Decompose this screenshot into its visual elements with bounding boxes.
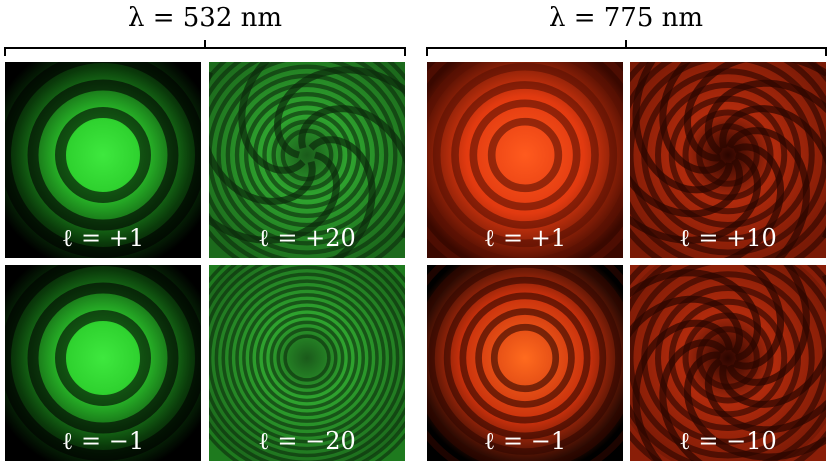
spiral-arm [308,136,376,258]
spiral-arm [726,265,810,386]
fringe [27,282,179,434]
fringe [269,320,345,396]
fringe [276,327,338,389]
fringe [5,265,201,461]
fringe [262,313,352,403]
spiral-arm [630,158,744,218]
pattern [5,62,201,258]
fringe [234,82,380,228]
pattern [427,62,623,258]
fringe [432,62,618,248]
pattern [209,265,405,461]
group-header-2: λ = 775 nm [426,3,827,56]
mode-label: ℓ = −1 [62,427,144,455]
fringe [487,117,563,193]
spiral-arm [632,319,733,461]
fringe [27,79,179,231]
fringe [242,293,372,423]
fringe [221,272,393,444]
spiral-arm [630,269,761,362]
mode-label: ℓ = −10 [679,427,777,455]
spiral-arm [732,265,784,370]
fringe [209,265,405,458]
spiral-arm [630,151,761,244]
fringe [228,279,386,437]
beam-image: ℓ = −20 [209,265,405,461]
glow [209,265,405,461]
mode-label: ℓ = −1 [484,427,566,455]
fringe [428,265,622,455]
spiral-arm [632,62,733,194]
fringe [5,62,201,258]
group-title: λ = 775 nm [549,3,703,33]
spiral-arm [726,127,810,258]
beam-image: ℓ = −1 [427,265,623,461]
spiral-arm [209,71,316,205]
spiral-arm [719,274,826,408]
fringe [459,292,591,424]
spiral-arm [659,62,727,174]
mode-label: ℓ = +10 [679,224,777,252]
beam-image: ℓ = +10 [630,62,826,258]
spiral-arm [298,105,405,239]
spiral-arm [630,295,744,355]
spiral-arm [683,62,826,162]
glow [427,265,623,461]
fringe [55,107,151,203]
beam-image: ℓ = +1 [5,62,201,258]
spiral-arm [704,79,826,156]
fringe [451,81,599,229]
bracket [426,40,827,56]
fringe [214,265,400,451]
fringe [490,323,560,393]
beam-image: ℓ = −10 [630,265,826,461]
bracket [4,40,406,56]
spiral-arm [274,66,405,159]
group-header-1: λ = 532 nm [4,3,406,56]
fringe [216,64,398,246]
beam-image: ℓ = +1 [427,62,623,258]
spiral-arm [683,351,826,461]
mode-label: ℓ = −20 [258,427,356,455]
spiral-arm [704,357,826,434]
spiral-arm [659,339,727,461]
pattern [209,62,405,258]
spiral-arm [238,62,306,174]
fringe [249,300,365,416]
fringe [55,310,151,406]
mode-label: ℓ = +1 [62,224,144,252]
group-title: λ = 532 nm [128,3,282,33]
fringe [235,286,379,430]
spiral-arm [723,143,784,258]
pattern [630,62,826,258]
fringe [443,276,607,440]
pattern [427,265,623,461]
pattern [630,265,826,461]
fringe [475,308,575,408]
spiral-arm [719,105,826,239]
fringe [244,92,371,219]
fringe [469,99,581,211]
beam-image: ℓ = −1 [5,265,201,461]
pattern [5,265,201,461]
fringe [255,306,359,410]
spiral-arm [209,151,340,244]
fringe [262,110,352,200]
mode-label: ℓ = +20 [258,224,356,252]
beam-image: ℓ = +20 [209,62,405,258]
fringe [283,334,331,382]
mode-label: ℓ = +1 [484,224,566,252]
